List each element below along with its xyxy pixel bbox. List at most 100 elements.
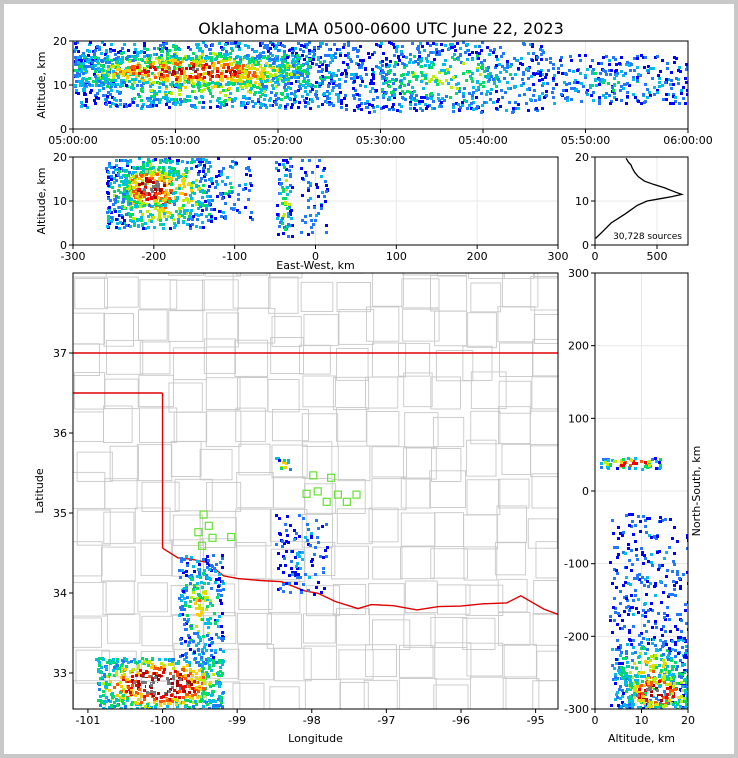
source-cell	[294, 95, 297, 98]
source-cell	[126, 188, 129, 191]
source-cell	[153, 692, 156, 695]
source-cell	[147, 55, 150, 58]
source-cell	[290, 106, 293, 109]
county-outline	[533, 314, 558, 344]
county-outline	[435, 350, 474, 382]
source-cell	[176, 71, 179, 74]
source-cell	[146, 48, 149, 51]
source-cell	[331, 89, 334, 92]
source-cell	[146, 81, 149, 84]
county-outline	[136, 444, 173, 482]
source-cell	[347, 56, 350, 59]
source-cell	[101, 71, 104, 74]
county-outline	[134, 507, 171, 544]
county-outline	[234, 542, 267, 580]
source-cell	[84, 93, 87, 96]
source-cell	[657, 74, 660, 77]
source-cell	[183, 597, 186, 600]
source-cell	[579, 72, 582, 75]
source-cell	[233, 70, 236, 73]
source-cell	[340, 106, 343, 109]
source-cell	[591, 70, 594, 73]
source-cell	[170, 698, 173, 701]
source-cell	[181, 206, 184, 209]
source-cell	[514, 73, 517, 76]
source-cell	[220, 101, 223, 104]
source-cell	[198, 678, 201, 681]
source-cell	[185, 589, 188, 592]
source-cell	[489, 72, 492, 75]
source-cell	[531, 59, 534, 62]
county-outline	[365, 306, 400, 342]
source-cell	[144, 705, 147, 708]
source-cell	[643, 66, 646, 69]
county-outline	[172, 514, 204, 546]
county-outline	[304, 679, 342, 709]
source-cell	[471, 97, 474, 100]
source-cell	[145, 192, 148, 195]
source-cell	[301, 95, 304, 98]
density-region-2	[275, 514, 329, 596]
source-cell	[523, 93, 526, 96]
source-cell	[192, 640, 195, 643]
source-cell	[150, 186, 153, 189]
source-cell	[113, 49, 116, 52]
source-cell	[218, 683, 221, 686]
source-cell	[206, 576, 209, 579]
y-axis-label: Latitude	[33, 468, 46, 514]
source-cell	[288, 49, 291, 52]
source-cell	[462, 92, 465, 95]
source-cell	[326, 90, 329, 93]
source-cell	[143, 204, 146, 207]
x-tick-label: -95	[527, 714, 545, 727]
source-cell	[116, 660, 119, 663]
source-cell	[112, 83, 115, 86]
source-cell	[375, 43, 378, 46]
source-cell	[408, 80, 411, 83]
source-cell	[221, 612, 224, 615]
source-cell	[132, 59, 135, 62]
source-cell	[287, 461, 290, 464]
source-cell	[178, 215, 181, 218]
source-cell	[624, 72, 627, 75]
source-cell	[219, 648, 222, 651]
source-cell	[130, 198, 133, 201]
source-cell	[440, 105, 443, 108]
source-cell	[117, 173, 120, 176]
source-cell	[347, 44, 350, 47]
source-cell	[136, 662, 139, 665]
source-cell	[430, 51, 433, 54]
source-cell	[271, 58, 274, 61]
county-outline	[73, 541, 103, 577]
source-cell	[155, 683, 158, 686]
source-cell	[598, 78, 601, 81]
source-cell	[113, 73, 116, 76]
source-cell	[162, 64, 165, 67]
source-cell	[480, 49, 483, 52]
source-cell	[331, 58, 334, 61]
source-cell	[294, 574, 297, 577]
source-cell	[221, 197, 224, 200]
source-cell	[284, 105, 287, 108]
source-cell	[267, 55, 270, 58]
source-cell	[176, 162, 179, 165]
source-cell	[116, 694, 119, 697]
source-cell	[172, 677, 175, 680]
source-cell	[117, 168, 120, 171]
source-cell	[569, 55, 572, 58]
density-region-2	[211, 157, 254, 221]
source-cell	[96, 92, 99, 95]
county-outline	[563, 311, 596, 342]
source-cell	[113, 166, 116, 169]
source-cell	[395, 48, 398, 51]
source-cell	[83, 55, 86, 58]
county-outline	[437, 273, 467, 277]
source-cell	[97, 670, 100, 673]
source-cell	[200, 213, 203, 216]
source-cell	[157, 185, 160, 188]
source-cell	[251, 57, 254, 60]
source-cell	[193, 584, 196, 587]
source-cell	[312, 58, 315, 61]
source-cell	[388, 80, 391, 83]
